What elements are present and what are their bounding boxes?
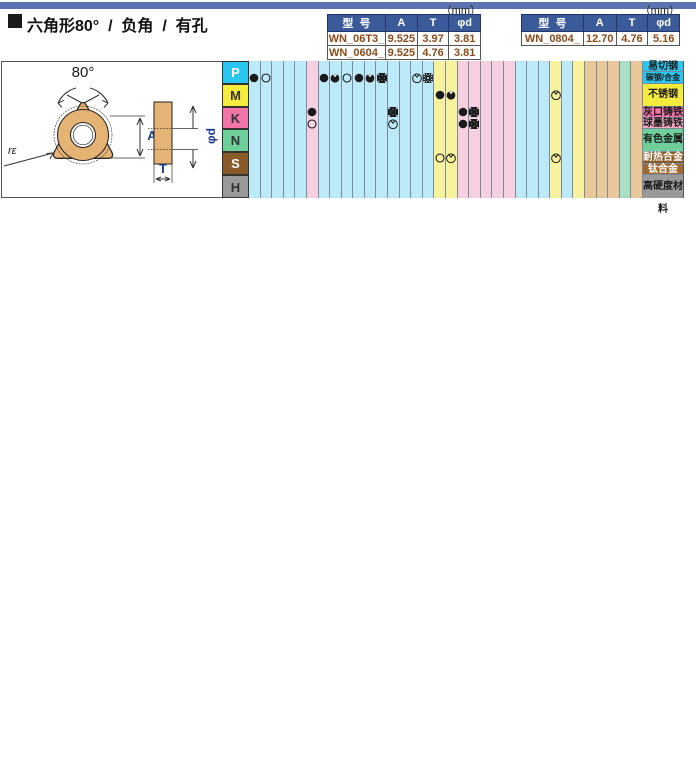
svg-text:80°: 80° xyxy=(72,64,95,81)
svg-text:rε: rε xyxy=(8,145,17,157)
svg-text:T: T xyxy=(159,161,167,176)
svg-text:φd: φd xyxy=(204,128,218,144)
